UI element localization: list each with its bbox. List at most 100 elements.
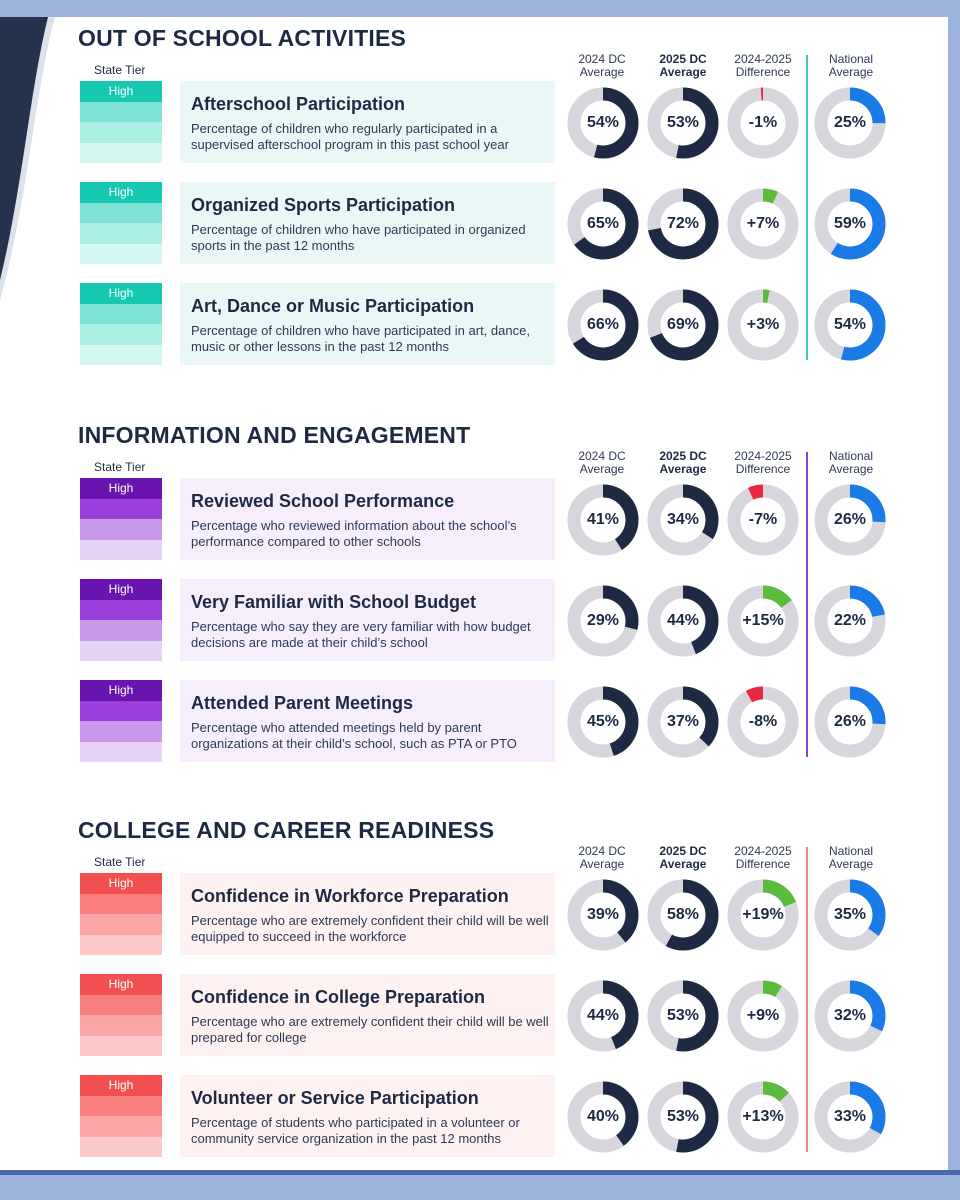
national-divider-line [806,55,808,360]
metric-description: Percentage of children who have particip… [191,222,526,253]
metric-description: Percentage who say they are very familia… [191,619,531,650]
donut-difference: -7% [727,484,799,556]
donut-value-arc [814,879,886,951]
donut-value-arc [567,585,639,657]
donut-value-arc [814,686,886,758]
donut-2024-average: 45% [567,686,639,758]
state-tier-scale: High [80,283,162,365]
donut-difference: +3% [727,289,799,361]
tier-band [80,101,162,122]
tier-band [80,934,162,955]
donut-value-label: 44% [666,612,700,629]
right-frame-edge [948,17,960,1170]
donut-value-label: 53% [666,1108,700,1125]
section-title: COLLEGE AND CAREER READINESS [78,817,495,843]
donut-value-label: +19% [742,906,784,923]
donut-value-arc [567,980,639,1052]
state-tier-scale: High [80,81,162,163]
tier-level-label: High [108,1078,134,1092]
tier-band [80,539,162,560]
metric-row: High Attended Parent Meetings Percentage w… [0,680,948,764]
donut-value-arc [567,188,639,260]
column-header-c2024: 2024 DC Average [578,449,626,476]
metric-card: Confidence in College Preparation Percent… [180,974,555,1056]
tier-level-label: High [108,84,134,98]
tier-band [80,974,162,995]
state-tier-header: State Tier [94,460,146,474]
donut-difference: +9% [727,980,799,1052]
metric-title: Organized Sports Participation [191,195,456,215]
donut-value-label: +15% [742,612,784,629]
tier-band [80,519,162,540]
state-tier-scale: High [80,680,162,762]
metric-description: Percentage who are extremely confident t… [191,1014,549,1045]
donut-value-arc [727,87,799,159]
donut-value-label: 66% [586,316,620,333]
donut-2025-average: 53% [647,87,719,159]
metric-card: Attended Parent Meetings Percentage who a… [180,680,555,762]
metric-title: Confidence in Workforce Preparation [191,886,509,906]
donut-value-arc [814,980,886,1052]
tier-band [80,1075,162,1096]
donut-value-label: 53% [666,114,700,131]
state-tier-scale: High [80,873,162,955]
state-tier-scale: High [80,579,162,661]
tier-level-label: High [108,185,134,199]
donut-2025-average: 58% [647,879,719,951]
donut-value-arc [814,1081,886,1153]
metric-title: Attended Parent Meetings [191,693,414,713]
donut-value-arc [727,188,799,260]
national-divider-line [806,847,808,1152]
donut-2025-average: 44% [647,585,719,657]
tier-band [80,680,162,701]
donut-2025-average: 72% [647,188,719,260]
donut-value-arc [814,289,886,361]
donut-value-arc [567,289,639,361]
donut-value-label: 59% [833,215,867,232]
metric-description: Percentage who are extremely confident t… [191,913,549,944]
metric-title: Afterschool Participation [191,94,406,114]
tier-level-label: High [108,582,134,596]
donut-2024-average: 66% [567,289,639,361]
metric-row: High Reviewed School Performance Percentag… [0,478,948,562]
state-tier-scale: High [80,1075,162,1157]
donut-value-arc [647,484,719,556]
tier-band [80,599,162,620]
donut-value-label: 37% [666,713,700,730]
donut-value-arc [727,1081,799,1153]
tier-band [80,700,162,721]
top-frame-bar [0,0,960,17]
section-1: OUT OF SCHOOL ACTIVITIES State Tier 2024 D… [0,25,948,385]
donut-value-label: +3% [746,316,780,333]
tier-band [80,81,162,102]
donut-value-arc [647,585,719,657]
donut-value-arc [567,484,639,556]
donut-2024-average: 44% [567,980,639,1052]
donut-value-arc [814,585,886,657]
tier-band [80,1035,162,1056]
column-header-cdiff: 2024-2025 Difference [734,52,792,79]
donut-2024-average: 40% [567,1081,639,1153]
donut-value-label: 39% [586,906,620,923]
donut-national-average: 35% [814,879,886,951]
tier-band [80,1116,162,1137]
donut-difference: +19% [727,879,799,951]
donut-value-arc [727,980,799,1052]
donut-national-average: 33% [814,1081,886,1153]
metric-card: Very Familiar with School Budget Percenta… [180,579,555,661]
metric-row: High Afterschool Participation Percentage … [0,81,948,165]
state-tier-header: State Tier [94,63,146,77]
tier-band [80,142,162,163]
donut-value-label: 53% [666,1007,700,1024]
metric-title: Art, Dance or Music Participation [191,296,475,316]
donut-value-arc [647,1081,719,1153]
donut-difference: +7% [727,188,799,260]
tier-band [80,243,162,264]
donut-value-label: 45% [586,713,620,730]
tier-band [80,1015,162,1036]
donut-value-label: -7% [748,511,778,528]
donut-difference: -1% [727,87,799,159]
donut-2024-average: 29% [567,585,639,657]
metric-description: Percentage of children who regularly par… [191,121,509,152]
donut-value-label: 65% [586,215,620,232]
